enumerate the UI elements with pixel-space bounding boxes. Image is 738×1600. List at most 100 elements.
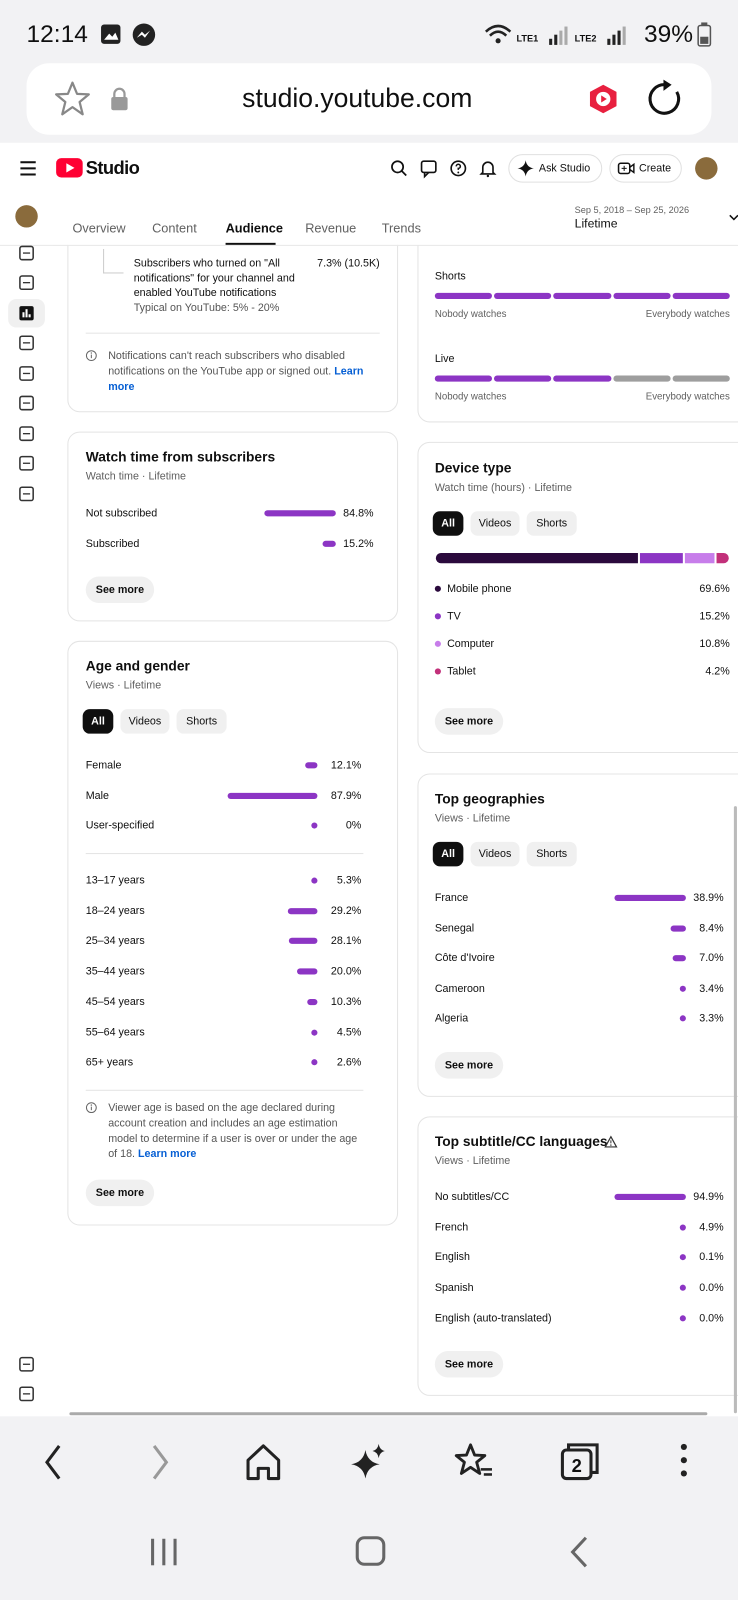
recents-button[interactable] <box>149 1537 180 1568</box>
ask-studio-button[interactable] <box>508 154 603 183</box>
row-value: 87.9% <box>330 789 362 802</box>
bar <box>670 925 686 932</box>
comments-icon[interactable] <box>420 160 438 179</box>
filter-label[interactable]: Shorts <box>536 847 568 861</box>
see-more-button[interactable] <box>85 576 155 604</box>
tab[interactable]: Audience <box>225 221 284 236</box>
sidebar-icon[interactable] <box>18 395 34 411</box>
url: studio.youtube.com <box>242 82 473 114</box>
row-value: 4.2% <box>705 665 730 678</box>
sidebar-icon[interactable] <box>18 455 34 471</box>
avatar[interactable] <box>15 205 38 228</box>
sidebar-icon[interactable] <box>18 274 34 291</box>
bell-icon[interactable] <box>479 160 497 178</box>
note: Viewer age is based on the age declared … <box>108 1101 361 1162</box>
button-label[interactable]: See more <box>95 1186 145 1199</box>
back-nav-button[interactable] <box>568 1536 592 1569</box>
link[interactable]: Learn more <box>108 365 364 393</box>
scale-segment <box>613 292 671 299</box>
battery-level: 39% <box>644 20 694 49</box>
filter-chip[interactable] <box>470 841 520 867</box>
see-more-button[interactable] <box>434 708 504 735</box>
filter-label[interactable]: Shorts <box>186 715 218 728</box>
help-icon[interactable] <box>450 160 467 177</box>
filter-chip[interactable] <box>526 511 577 536</box>
tab[interactable]: Revenue <box>305 221 357 236</box>
sidebar-bg <box>0 245 54 1414</box>
see-more-button[interactable] <box>434 1351 504 1378</box>
search-icon[interactable] <box>391 160 407 177</box>
home-nav-button[interactable] <box>355 1536 388 1569</box>
bar <box>296 968 318 975</box>
sidebar-icon[interactable] <box>18 426 34 442</box>
bar <box>288 938 318 945</box>
row-value: 28.1% <box>330 935 362 948</box>
row-label: 25–34 years <box>85 935 145 948</box>
see-more-button[interactable] <box>85 1179 155 1207</box>
bar-dot <box>311 877 318 884</box>
sidebar-icon[interactable] <box>18 305 34 321</box>
filter-label[interactable]: Videos <box>478 517 512 530</box>
card-subtitle: Views · Lifetime <box>85 679 162 692</box>
filter-chip[interactable] <box>526 841 577 867</box>
sidebar-icon[interactable] <box>18 1356 34 1372</box>
row-label: 13–17 years <box>85 874 145 887</box>
row-label: English <box>434 1251 470 1264</box>
filter-label[interactable]: All <box>91 715 105 728</box>
more-button[interactable] <box>676 1442 715 1483</box>
bar-dot <box>679 1284 686 1291</box>
chevron[interactable] <box>729 214 738 222</box>
clock: 12:14 <box>26 20 88 49</box>
tab[interactable]: Trends <box>381 221 421 236</box>
button-label[interactable]: See more <box>444 1358 494 1371</box>
back-button[interactable] <box>41 1442 80 1483</box>
filter-chip[interactable] <box>120 709 170 734</box>
h-scrollbar <box>69 1412 708 1416</box>
tabs-button[interactable] <box>560 1442 599 1483</box>
filter-label[interactable]: Videos <box>478 847 512 861</box>
tab-count[interactable]: 2 <box>571 1455 582 1477</box>
youtube-logo <box>56 158 83 178</box>
reload-icon[interactable] <box>646 79 685 119</box>
row-value: 7.0% <box>699 952 724 965</box>
filter-label[interactable]: Shorts <box>536 517 568 530</box>
sidebar-icon[interactable] <box>18 1386 34 1402</box>
ai-button[interactable] <box>351 1442 390 1483</box>
stack-segment <box>640 553 683 564</box>
filter-chip[interactable] <box>470 511 520 536</box>
home-button[interactable] <box>245 1442 284 1483</box>
create-label[interactable]: Create <box>638 162 672 175</box>
star-icon[interactable] <box>53 80 92 119</box>
tab[interactable]: Overview <box>72 221 126 236</box>
scale-low: Nobody watches <box>434 391 507 403</box>
forward-button[interactable] <box>148 1442 187 1483</box>
sidebar-icon[interactable] <box>18 335 34 351</box>
avatar[interactable] <box>695 157 718 180</box>
see-more-button[interactable] <box>434 1052 504 1079</box>
sidebar-icon[interactable] <box>18 245 34 261</box>
tab[interactable]: Content <box>152 221 197 236</box>
filter-chip[interactable] <box>176 709 227 734</box>
row-label: Subscribed <box>85 537 140 550</box>
filter-chip[interactable] <box>432 841 464 867</box>
sidebar-icon[interactable] <box>18 365 34 381</box>
bookmarks-button[interactable] <box>454 1442 494 1483</box>
ask-label[interactable]: Ask Studio <box>538 162 591 175</box>
extension-icon[interactable] <box>588 84 619 115</box>
link[interactable]: Learn more <box>138 1147 197 1161</box>
legend-dot <box>434 640 441 647</box>
button-label[interactable]: See more <box>444 1059 494 1072</box>
filter-label[interactable]: Videos <box>128 715 162 728</box>
button-label[interactable]: See more <box>444 715 494 728</box>
wifi-icon <box>484 24 512 44</box>
filter-chip[interactable] <box>82 709 114 734</box>
row-label: French <box>434 1221 469 1234</box>
menu-icon[interactable] <box>20 161 36 176</box>
button-label[interactable]: See more <box>95 583 145 596</box>
create-button[interactable] <box>609 154 682 183</box>
filter-chip[interactable] <box>432 511 464 536</box>
row-label: English (auto-translated) <box>434 1311 552 1325</box>
filter-label[interactable]: All <box>441 517 455 530</box>
sidebar-icon[interactable] <box>18 486 34 502</box>
filter-label[interactable]: All <box>441 847 455 861</box>
